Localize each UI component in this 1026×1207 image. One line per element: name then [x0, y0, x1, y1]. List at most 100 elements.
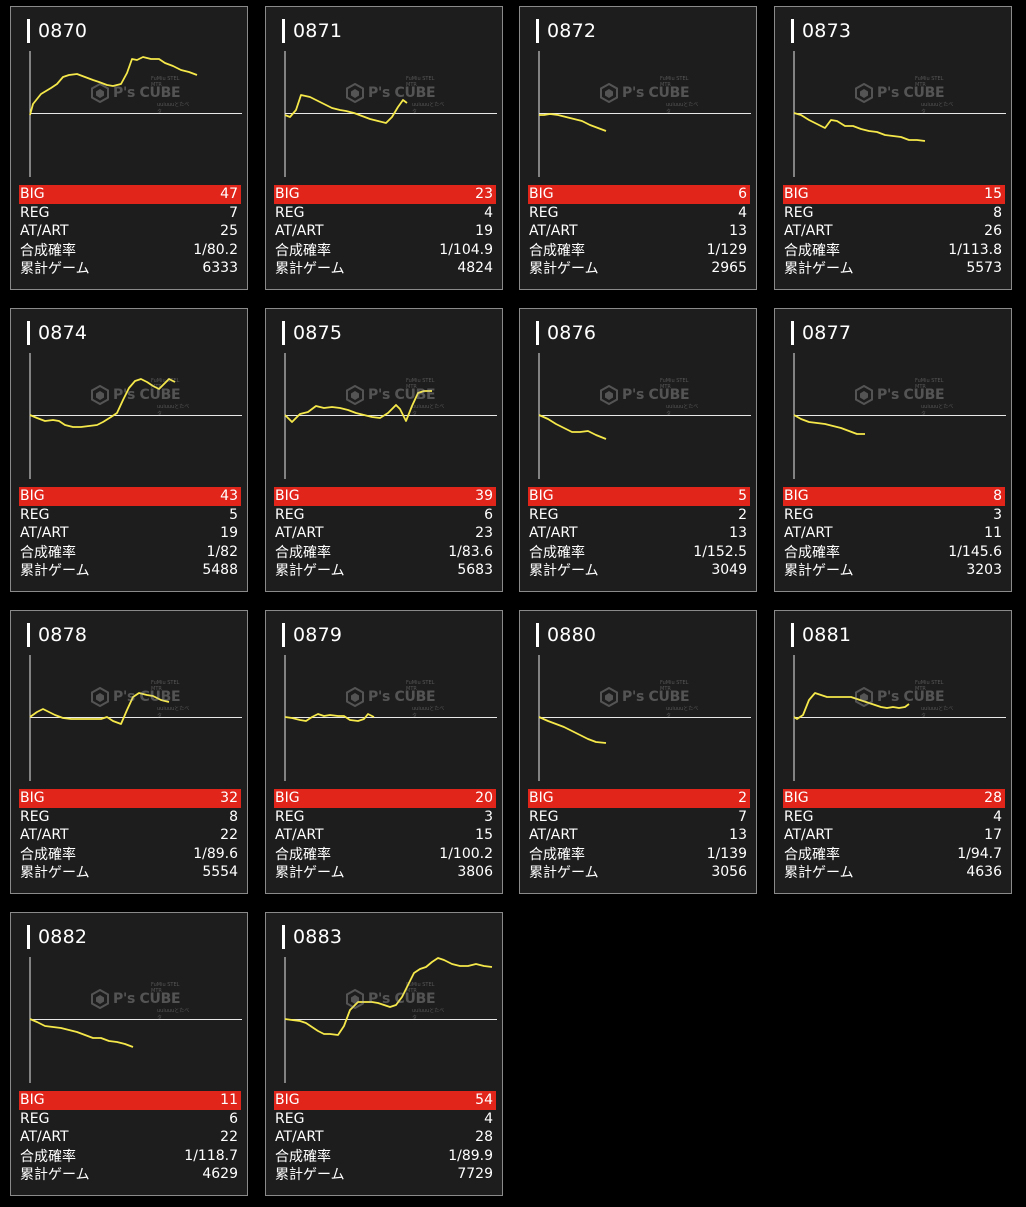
- stat-label-rate: 合成確率: [20, 242, 76, 259]
- stat-value-games: 5554: [202, 864, 238, 881]
- stat-value-games: 4636: [966, 864, 1002, 881]
- machine-card[interactable]: 0870 P's CUBE FuMiu STEL MTR uuiuuuとたべタ …: [10, 6, 248, 290]
- graph-series-line: [284, 94, 408, 124]
- stat-label-rate: 合成確率: [784, 846, 840, 863]
- machine-number: 0875: [293, 322, 343, 344]
- stat-value-games: 5573: [966, 260, 1002, 277]
- machine-card[interactable]: 0875 P's CUBE FuMiu STEL MTR uuiuuuとたべタ …: [265, 308, 503, 592]
- watermark-brand: P's CUBE: [368, 689, 436, 705]
- stat-value-big: 47: [220, 186, 238, 203]
- stat-value-at: 19: [220, 525, 238, 542]
- machine-card[interactable]: 0873 P's CUBE FuMiu STEL MTR uuiuuuとたべタ …: [774, 6, 1012, 290]
- stat-value-reg: 7: [229, 204, 238, 221]
- watermark-logo: P's CUBE FuMiu STEL MTR uuiuuuとたべタ: [855, 76, 955, 115]
- watermark-logo: P's CUBE FuMiu STEL MTR uuiuuuとたべタ: [91, 680, 191, 719]
- machine-card[interactable]: 0880 P's CUBE FuMiu STEL MTR uuiuuuとたべタ …: [519, 610, 757, 894]
- stats-table: BIG 6 REG 4 AT/ART 13 合成確率 1/129 累計ゲーム 2…: [528, 185, 750, 278]
- stat-row-reg: REG 4: [783, 808, 1005, 827]
- stat-row-rate: 合成確率 1/152.5: [528, 543, 750, 562]
- stat-value-games: 6333: [202, 260, 238, 277]
- card-header: 0878: [27, 623, 87, 647]
- machine-card[interactable]: 0881 P's CUBE FuMiu STEL MTR uuiuuuとたべタ …: [774, 610, 1012, 894]
- cube-icon: [91, 385, 109, 405]
- card-header: 0879: [282, 623, 342, 647]
- stat-label-big: BIG: [275, 1092, 300, 1109]
- stat-label-rate: 合成確率: [20, 544, 76, 561]
- watermark-tagline-bottom: uuiuuuとたべタ: [412, 706, 445, 719]
- graph-series-line: [29, 1018, 134, 1048]
- machine-card[interactable]: 0883 P's CUBE FuMiu STEL MTR uuiuuuとたべタ …: [265, 912, 503, 1196]
- graph-series-line: [284, 713, 375, 722]
- stat-row-reg: REG 4: [274, 204, 496, 223]
- machine-card[interactable]: 0874 P's CUBE FuMiu STEL MTR uuiuuuとたべタ …: [10, 308, 248, 592]
- watermark-brand: P's CUBE: [622, 85, 690, 101]
- stat-row-rate: 合成確率 1/89.6: [19, 845, 241, 864]
- watermark-tagline-bottom: uuiuuuとたべタ: [157, 1008, 190, 1021]
- stat-label-reg: REG: [275, 808, 305, 825]
- stat-label-big: BIG: [20, 1092, 45, 1109]
- slump-graph: [538, 353, 751, 479]
- stat-row-big: BIG 11: [19, 1091, 241, 1110]
- cube-icon: [346, 385, 364, 405]
- stat-value-at: 13: [729, 827, 747, 844]
- stat-label-games: 累計ゲーム: [784, 261, 854, 278]
- machine-card[interactable]: 0876 P's CUBE FuMiu STEL MTR uuiuuuとたべタ …: [519, 308, 757, 592]
- graph-series-line: [284, 390, 432, 423]
- stat-label-reg: REG: [529, 808, 559, 825]
- machine-card[interactable]: 0878 P's CUBE FuMiu STEL MTR uuiuuuとたべタ …: [10, 610, 248, 894]
- slump-graph: [538, 51, 751, 177]
- machine-card[interactable]: 0879 P's CUBE FuMiu STEL MTR uuiuuuとたべタ …: [265, 610, 503, 894]
- stat-label-rate: 合成確率: [784, 544, 840, 561]
- card-header: 0874: [27, 321, 87, 345]
- card-header: 0877: [791, 321, 851, 345]
- stat-label-big: BIG: [529, 186, 554, 203]
- stat-value-rate: 1/113.8: [948, 241, 1002, 258]
- watermark-logo: P's CUBE FuMiu STEL MTR uuiuuuとたべタ: [855, 680, 955, 719]
- slump-graph: [284, 51, 497, 177]
- stat-value-big: 11: [220, 1092, 238, 1109]
- stat-row-reg: REG 8: [783, 204, 1005, 223]
- stat-value-rate: 1/139: [706, 845, 747, 862]
- stat-label-rate: 合成確率: [529, 544, 585, 561]
- stat-label-rate: 合成確率: [275, 846, 331, 863]
- machine-card[interactable]: 0882 P's CUBE FuMiu STEL MTR uuiuuuとたべタ …: [10, 912, 248, 1196]
- stat-label-reg: REG: [275, 506, 305, 523]
- machine-number: 0872: [547, 20, 597, 42]
- header-marker: [27, 925, 30, 949]
- stat-label-rate: 合成確率: [275, 1148, 331, 1165]
- stat-row-big: BIG 43: [19, 487, 241, 506]
- stat-label-rate: 合成確率: [20, 1148, 76, 1165]
- stat-row-games: 累計ゲーム 5488: [19, 561, 241, 580]
- machine-card[interactable]: 0871 P's CUBE FuMiu STEL MTR uuiuuuとたべタ …: [265, 6, 503, 290]
- header-marker: [536, 623, 539, 647]
- watermark-tagline-top: FuMiu STEL MTR: [151, 76, 180, 88]
- watermark-tagline-bottom: uuiuuuとたべタ: [921, 706, 954, 719]
- stat-row-at: AT/ART 13: [528, 222, 750, 241]
- header-marker: [536, 321, 539, 345]
- cube-icon: [91, 83, 109, 103]
- stat-row-games: 累計ゲーム 6333: [19, 259, 241, 278]
- stats-table: BIG 32 REG 8 AT/ART 22 合成確率 1/89.6 累計ゲーム…: [19, 789, 241, 882]
- stat-label-at: AT/ART: [20, 525, 69, 542]
- machine-card[interactable]: 0877 P's CUBE FuMiu STEL MTR uuiuuuとたべタ …: [774, 308, 1012, 592]
- machine-number: 0882: [38, 926, 88, 948]
- stat-label-games: 累計ゲーム: [784, 865, 854, 882]
- graph-series-line: [29, 378, 176, 428]
- watermark-brand: P's CUBE: [877, 85, 945, 101]
- stat-value-games: 3806: [457, 864, 493, 881]
- watermark-tagline-bottom: uuiuuuとたべタ: [921, 102, 954, 115]
- stat-row-rate: 合成確率 1/118.7: [19, 1147, 241, 1166]
- stat-row-at: AT/ART 19: [274, 222, 496, 241]
- stat-label-rate: 合成確率: [529, 242, 585, 259]
- stat-value-big: 28: [984, 790, 1002, 807]
- card-header: 0880: [536, 623, 596, 647]
- stat-value-reg: 6: [229, 1110, 238, 1127]
- machine-card[interactable]: 0872 P's CUBE FuMiu STEL MTR uuiuuuとたべタ …: [519, 6, 757, 290]
- stat-label-reg: REG: [784, 808, 814, 825]
- stat-label-big: BIG: [784, 186, 809, 203]
- stat-row-big: BIG 47: [19, 185, 241, 204]
- stat-row-games: 累計ゲーム 4629: [19, 1165, 241, 1184]
- stat-label-games: 累計ゲーム: [529, 563, 599, 580]
- watermark-brand: P's CUBE: [113, 85, 181, 101]
- card-header: 0876: [536, 321, 596, 345]
